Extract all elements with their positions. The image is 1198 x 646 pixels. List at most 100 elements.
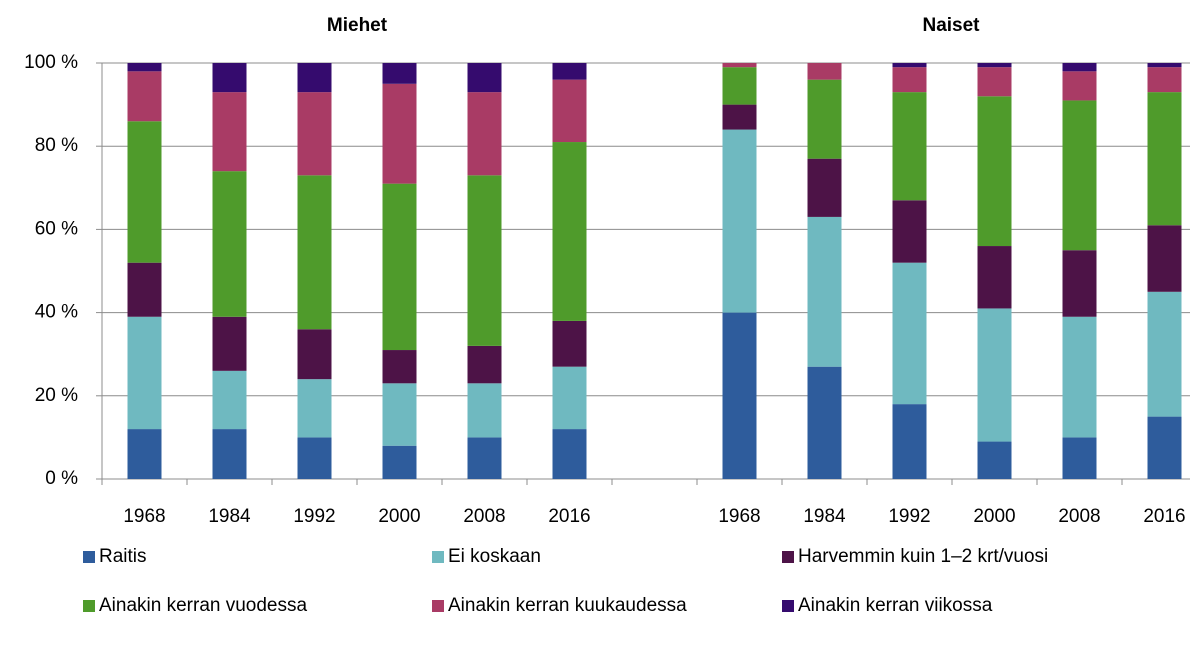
bar-segment [977, 246, 1012, 309]
legend-swatch [782, 551, 794, 563]
bar-segment [1062, 437, 1097, 479]
bar-segment [807, 216, 842, 367]
bar-segment [892, 262, 927, 405]
bar-segment [552, 63, 587, 80]
bar-segment [977, 308, 1012, 442]
legend-label: Harvemmin kuin 1–2 krt/vuosi [798, 546, 1048, 567]
bar-segment [722, 67, 757, 105]
bar-segment [382, 63, 417, 84]
bar-segment [977, 63, 1012, 68]
bar-segment [212, 429, 247, 479]
bar-segment [552, 320, 587, 367]
bar-segment [892, 92, 927, 201]
bar-segment [127, 429, 162, 479]
legend-label: Ainakin kerran kuukaudessa [448, 595, 687, 616]
bar-segment [382, 383, 417, 446]
group-title: Naiset [922, 15, 980, 36]
bar-segment [892, 67, 927, 93]
bar-segment [892, 404, 927, 479]
legend-swatch [83, 551, 95, 563]
bar-segment [1147, 225, 1182, 292]
x-tick-label: 1992 [293, 506, 335, 527]
bar-segment [467, 437, 502, 479]
bar-segment [127, 63, 162, 72]
bar-segment [1147, 92, 1182, 226]
bar-segment [807, 366, 842, 479]
y-tick-label: 0 % [45, 468, 78, 489]
bar-segment [1062, 71, 1097, 101]
bar-segment [1147, 291, 1182, 417]
bar-segment [212, 63, 247, 93]
legend-label: Ainakin kerran vuodessa [99, 595, 307, 616]
x-tick-label: 2000 [378, 506, 420, 527]
x-tick-label: 2016 [1143, 506, 1185, 527]
x-tick-label: 2008 [1058, 506, 1100, 527]
bar-segment [467, 63, 502, 93]
bar-segment [467, 92, 502, 176]
bar-segment [1062, 316, 1097, 438]
legend-swatch [83, 600, 95, 612]
group-title: Miehet [327, 15, 388, 36]
bar-segment [297, 329, 332, 380]
bar-segment [552, 79, 587, 143]
legend-label: Ei koskaan [448, 546, 541, 567]
bar-segment [1147, 63, 1182, 68]
bar-segment [297, 379, 332, 438]
bar-segment [977, 441, 1012, 479]
bar-segment [977, 96, 1012, 247]
bar-segment [382, 83, 417, 184]
bar-segment [722, 104, 757, 130]
x-tick-label: 2016 [548, 506, 590, 527]
bar-segment [127, 316, 162, 430]
bar-segment [127, 121, 162, 263]
bar-segment [552, 142, 587, 321]
y-tick-label: 20 % [35, 385, 78, 406]
x-tick-label: 1992 [888, 506, 930, 527]
bar-segment [297, 437, 332, 479]
y-tick-label: 40 % [35, 302, 78, 323]
bar-segment [1062, 250, 1097, 317]
y-tick-label: 100 % [24, 52, 78, 73]
bar-segment [212, 92, 247, 172]
x-tick-label: 1984 [803, 506, 846, 527]
legend-swatch [432, 551, 444, 563]
bar-segment [977, 67, 1012, 97]
bar-segment [297, 92, 332, 176]
legend-label: Ainakin kerran viikossa [798, 595, 993, 616]
bar-segment [1062, 63, 1097, 72]
bar-segment [722, 129, 757, 313]
legend-swatch [432, 600, 444, 612]
bar-segment [467, 345, 502, 384]
bar-segment [212, 171, 247, 317]
bar-segment [1147, 67, 1182, 93]
legend-swatch [782, 600, 794, 612]
bar-segment [552, 429, 587, 479]
bar-segment [127, 71, 162, 122]
bar-segment [297, 175, 332, 330]
x-tick-label: 1968 [718, 506, 760, 527]
y-tick-label: 60 % [35, 218, 78, 239]
y-tick-label: 80 % [35, 135, 78, 156]
bar-segment [127, 262, 162, 317]
x-tick-label: 1984 [208, 506, 251, 527]
bar-segment [382, 350, 417, 384]
bar-segment [552, 366, 587, 430]
legend-label: Raitis [99, 546, 147, 567]
x-tick-label: 2008 [463, 506, 505, 527]
bar-segment [467, 383, 502, 438]
bar-segment [467, 175, 502, 346]
bar-segment [892, 200, 927, 263]
bar-segment [807, 79, 842, 159]
x-tick-label: 1968 [123, 506, 165, 527]
bar-segment [1062, 100, 1097, 251]
bar-segment [382, 183, 417, 351]
bar-segment [892, 63, 927, 68]
bar-segment [297, 63, 332, 93]
bar-segment [382, 445, 417, 479]
bar-segment [1147, 416, 1182, 479]
bar-segment [212, 316, 247, 371]
bar-segment [722, 63, 757, 68]
bar-segment [807, 158, 842, 217]
bar-segment [722, 312, 757, 479]
